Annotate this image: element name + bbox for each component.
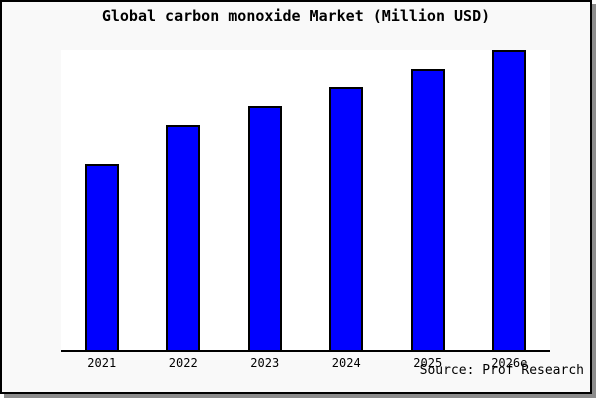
chart-title: Global carbon monoxide Market (Million U… (101, 7, 491, 25)
bar-2025 (410, 69, 445, 350)
bar-2021 (84, 164, 119, 350)
x-tick-label-2025: 2025 (413, 356, 443, 370)
bar-2024 (329, 87, 364, 350)
x-tick-label-2022: 2022 (168, 356, 198, 370)
bar-2026e (492, 50, 527, 350)
plot-area (61, 50, 550, 352)
x-tick-label-2021: 2021 (87, 356, 117, 370)
x-tick-label-2024: 2024 (331, 356, 361, 370)
x-tick-label-2023: 2023 (250, 356, 280, 370)
x-tick-label-2026e: 2026e (491, 356, 528, 370)
source-credit: Source: Prof Research (419, 363, 584, 378)
bar-2023 (247, 106, 282, 350)
chart-figure: Global carbon monoxide Market (Million U… (0, 0, 592, 394)
bar-2022 (166, 125, 201, 350)
